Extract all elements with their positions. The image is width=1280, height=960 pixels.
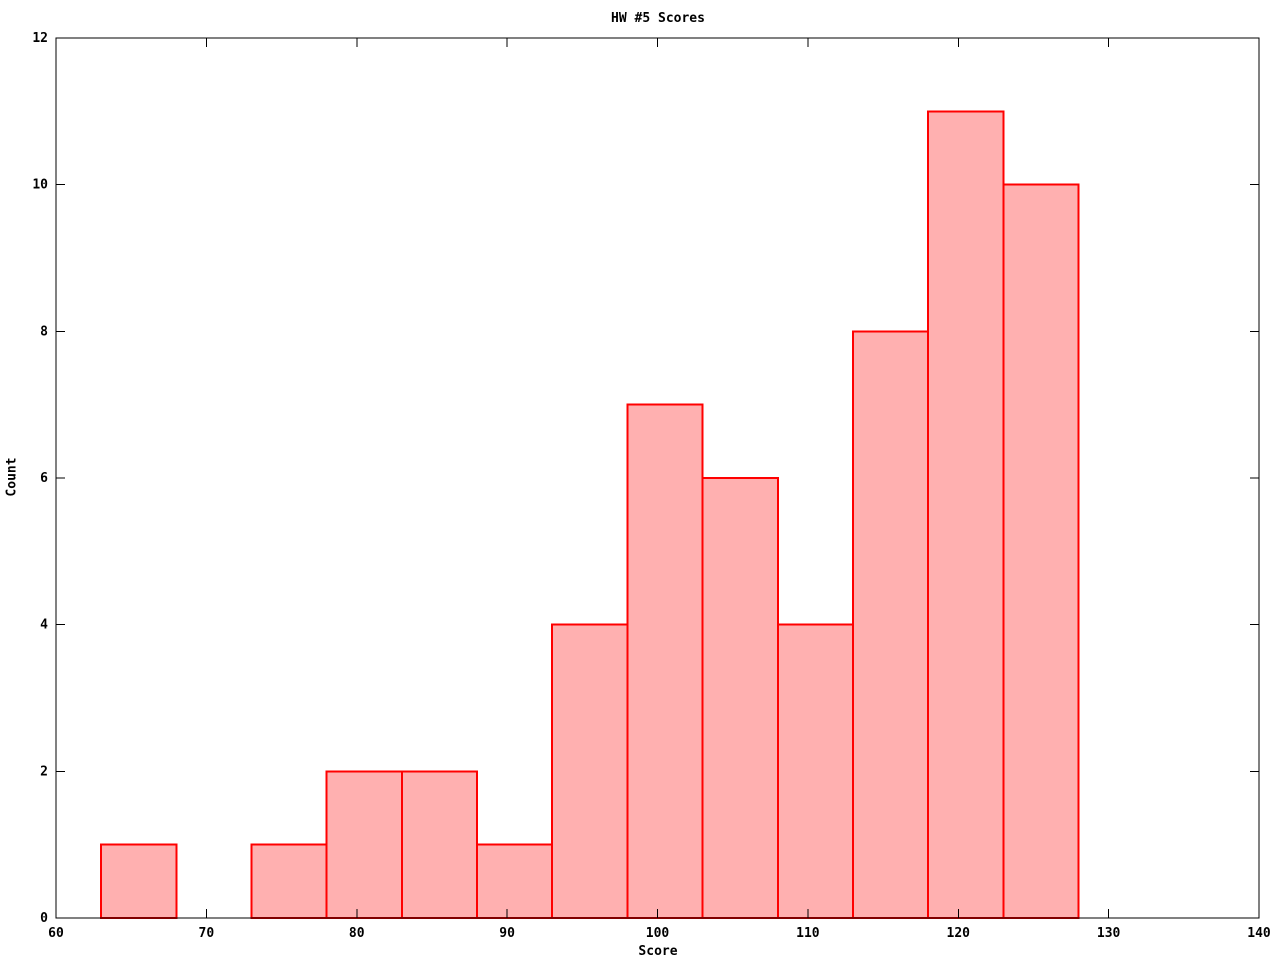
x-tick-label: 100 [646,926,670,941]
histogram-bar [100,843,178,920]
y-tick-label: 8 [40,324,48,339]
x-tick-label: 70 [199,926,215,941]
x-tick-label: 120 [947,926,971,941]
histogram-bar [776,623,854,920]
chart-title: HW #5 Scores [611,11,705,26]
histogram-bar [250,843,328,920]
histogram-bar [551,623,629,920]
x-tick-label: 80 [349,926,365,941]
histogram-bar [927,110,1005,920]
y-tick-label: 12 [32,31,48,46]
y-tick-label: 10 [32,178,48,193]
x-axis-label: Score [638,944,678,959]
x-tick-label: 130 [1097,926,1121,941]
histogram-bar [1002,183,1080,919]
x-tick-label: 90 [499,926,515,941]
histogram-bar [851,330,930,920]
y-tick-label: 0 [40,911,48,926]
y-tick-label: 2 [40,764,48,779]
y-tick-label: 6 [40,471,48,486]
histogram-bar [325,770,403,919]
histogram-bar [400,770,479,919]
y-tick-label: 4 [40,618,48,633]
x-tick-label: 110 [796,926,820,941]
histogram-bar [476,843,554,920]
histogram-bar [701,477,779,919]
histogram-bar [626,403,704,919]
x-tick-label: 60 [48,926,64,941]
x-tick-label: 140 [1247,926,1271,941]
